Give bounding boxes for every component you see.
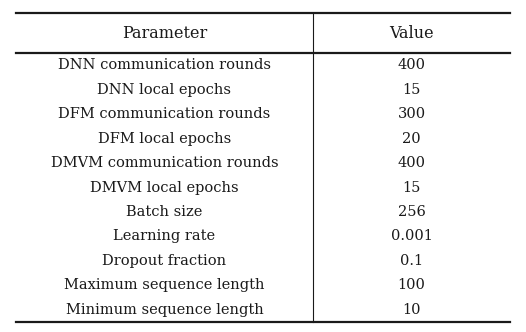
Text: 0.001: 0.001 [391,229,432,243]
Text: DNN local epochs: DNN local epochs [97,83,231,97]
Text: Parameter: Parameter [122,25,207,42]
Text: 256: 256 [398,205,426,219]
Text: 300: 300 [398,107,426,121]
Text: DMVM communication rounds: DMVM communication rounds [50,156,278,170]
Text: Maximum sequence length: Maximum sequence length [64,278,265,292]
Text: Batch size: Batch size [126,205,203,219]
Text: 100: 100 [398,278,426,292]
Text: Value: Value [389,25,434,42]
Text: DFM communication rounds: DFM communication rounds [58,107,270,121]
Text: 15: 15 [402,83,421,97]
Text: DFM local epochs: DFM local epochs [98,132,231,146]
Text: 10: 10 [402,303,421,317]
Text: 0.1: 0.1 [400,254,423,268]
Text: Minimum sequence length: Minimum sequence length [66,303,263,317]
Text: DNN communication rounds: DNN communication rounds [58,58,271,72]
Text: 400: 400 [398,156,426,170]
Text: 20: 20 [402,132,421,146]
Text: DMVM local epochs: DMVM local epochs [90,181,239,195]
Text: Learning rate: Learning rate [113,229,216,243]
Text: 15: 15 [402,181,421,195]
Text: 400: 400 [398,58,426,72]
Text: Dropout fraction: Dropout fraction [103,254,226,268]
